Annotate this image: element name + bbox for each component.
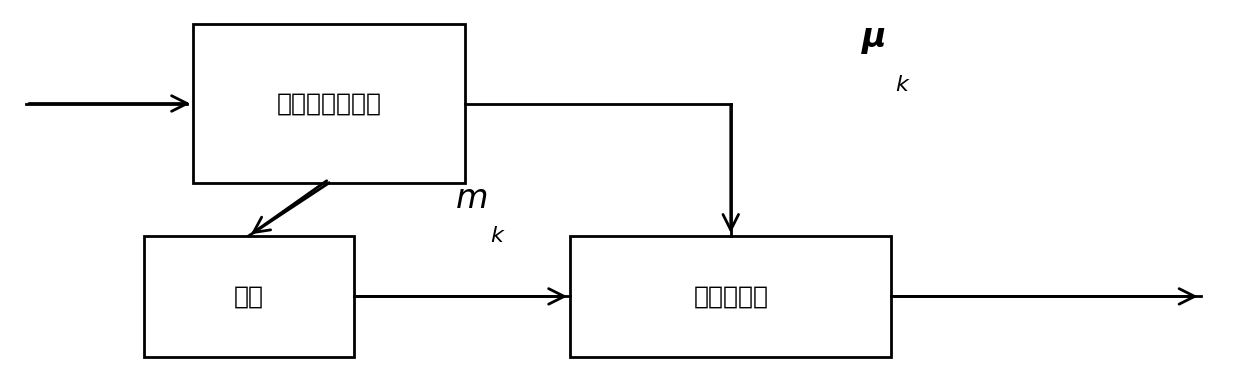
Bar — [570, 236, 892, 357]
Text: 延时: 延时 — [234, 284, 264, 308]
Text: $\boldsymbol{\mu}$: $\boldsymbol{\mu}$ — [861, 23, 886, 56]
Bar — [193, 24, 465, 183]
Text: $k$: $k$ — [489, 226, 506, 246]
Text: 平方律定时估计: 平方律定时估计 — [276, 91, 382, 115]
Text: $k$: $k$ — [896, 75, 911, 94]
Bar — [144, 236, 353, 357]
Text: $m$: $m$ — [455, 182, 487, 215]
Text: 内插滤波器: 内插滤波器 — [694, 284, 768, 308]
